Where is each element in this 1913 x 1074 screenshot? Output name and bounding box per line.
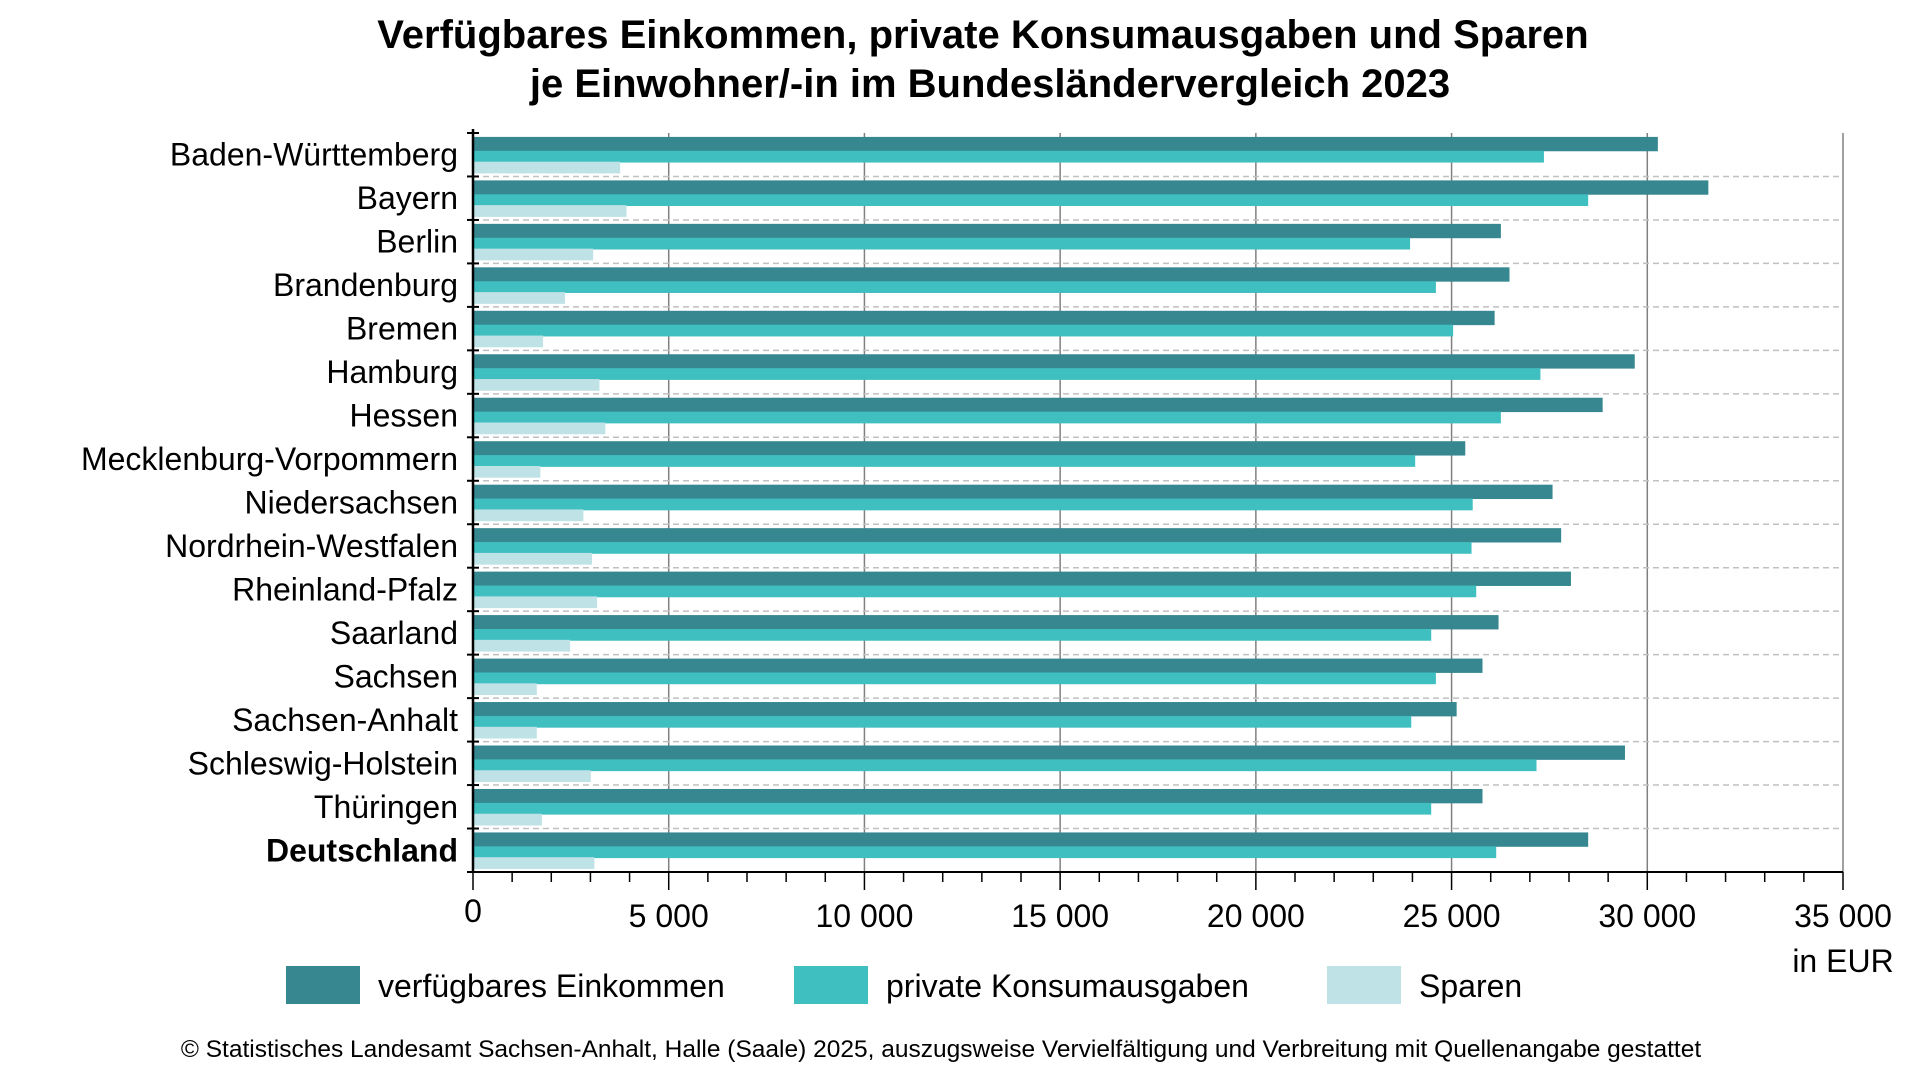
category-label: Hamburg	[326, 354, 458, 390]
bar-private-konsumausgaben	[473, 802, 1432, 815]
bar-sparen	[473, 726, 537, 739]
category-label: Bayern	[357, 180, 458, 216]
bar-private-konsumausgaben	[473, 759, 1537, 772]
bar-sparen	[473, 161, 621, 174]
bar-sparen	[473, 857, 595, 869]
bar-private-konsumausgaben	[473, 368, 1541, 380]
bar-private-konsumausgaben	[473, 672, 1436, 685]
bar-verfügbares-einkommen	[473, 788, 1483, 804]
bar-sparen	[473, 683, 537, 696]
category-label: Rheinland-Pfalz	[232, 571, 458, 607]
x-tick-label: 30 000	[1598, 898, 1696, 934]
bar-sparen	[473, 813, 542, 826]
bar-verfügbares-einkommen	[473, 136, 1658, 152]
bar-verfügbares-einkommen	[473, 223, 1501, 239]
bar-sparen	[473, 248, 594, 261]
copyright-footer: © Statistisches Landesamt Sachsen-Anhalt…	[181, 1036, 1701, 1063]
bar-sparen	[473, 552, 592, 565]
category-label: Sachsen	[333, 658, 458, 694]
bar-sparen	[473, 465, 541, 478]
bar-sparen	[473, 335, 544, 348]
bar-sparen	[473, 770, 591, 783]
bar-verfügbares-einkommen	[473, 658, 1483, 673]
bar-verfügbares-einkommen	[473, 745, 1625, 760]
bar-verfügbares-einkommen	[473, 267, 1510, 282]
bar-sparen	[473, 509, 584, 522]
bar-sparen	[473, 639, 571, 652]
legend-label: Sparen	[1419, 968, 1522, 1004]
category-label: Brandenburg	[273, 267, 458, 303]
x-tick-label: 10 000	[815, 898, 913, 934]
bar-private-konsumausgaben	[473, 628, 1432, 641]
bar-private-konsumausgaben	[473, 715, 1412, 728]
bar-private-konsumausgaben	[473, 194, 1589, 207]
category-label: Deutschland	[266, 832, 458, 868]
chart-subtitle: je Einwohner/-in im Bundesländervergleic…	[529, 62, 1450, 106]
bar-verfügbares-einkommen	[473, 484, 1553, 500]
bar-private-konsumausgaben	[473, 324, 1454, 337]
chart-title: Verfügbares Einkommen, private Konsumaus…	[377, 13, 1588, 57]
bar-verfügbares-einkommen	[473, 832, 1589, 847]
x-tick-label: 25 000	[1403, 898, 1501, 934]
bar-sparen	[473, 292, 565, 304]
bar-sparen	[473, 596, 598, 609]
bar-verfügbares-einkommen	[473, 571, 1571, 586]
bar-private-konsumausgaben	[473, 455, 1416, 467]
category-label: Schleswig-Holstein	[188, 745, 458, 781]
category-label: Bremen	[346, 311, 458, 347]
category-label: Saarland	[330, 615, 458, 651]
bar-verfügbares-einkommen	[473, 528, 1562, 543]
bar-verfügbares-einkommen	[473, 180, 1709, 195]
x-axis-unit-label: in EUR	[1792, 943, 1893, 979]
category-label: Baden-Württemberg	[170, 137, 458, 173]
bar-sparen	[473, 422, 606, 435]
bar-verfügbares-einkommen	[473, 354, 1635, 369]
legend: verfügbares Einkommen private Konsumausga…	[286, 966, 1522, 1004]
x-tick-label: 20 000	[1207, 898, 1305, 934]
bar-verfügbares-einkommen	[473, 615, 1499, 630]
bar-private-konsumausgaben	[473, 150, 1544, 163]
plot-area: Baden-Württemberg Bayern Berlin Brandenburg…	[81, 129, 1894, 979]
category-label: Sachsen-Anhalt	[232, 702, 458, 738]
bar-verfügbares-einkommen	[473, 310, 1495, 326]
category-label: Thüringen	[314, 789, 458, 825]
category-label: Mecklenburg-Vorpommern	[81, 441, 458, 477]
bar-private-konsumausgaben	[473, 237, 1411, 250]
bar-private-konsumausgaben	[473, 411, 1501, 424]
bar-sparen	[473, 379, 600, 391]
category-label: Berlin	[376, 224, 458, 260]
x-tick-label: 15 000	[1011, 898, 1109, 934]
legend-swatch	[286, 966, 360, 1004]
bar-private-konsumausgaben	[473, 585, 1477, 598]
bar-verfügbares-einkommen	[473, 441, 1466, 456]
bar-private-konsumausgaben	[473, 542, 1472, 554]
bar-verfügbares-einkommen	[473, 397, 1603, 413]
bar-private-konsumausgaben	[473, 498, 1473, 511]
legend-swatch	[794, 966, 868, 1004]
bar-sparen	[473, 205, 627, 217]
legend-swatch	[1327, 966, 1401, 1004]
x-tick-label: 35 000	[1794, 898, 1892, 934]
category-label: Niedersachsen	[245, 485, 458, 521]
bar-private-konsumausgaben	[473, 846, 1497, 859]
bar-private-konsumausgaben	[473, 281, 1436, 293]
bar-verfügbares-einkommen	[473, 702, 1457, 717]
x-tick-label: 5 000	[629, 898, 709, 934]
category-label: Nordrhein-Westfalen	[165, 528, 458, 564]
legend-label: private Konsumausgaben	[886, 968, 1249, 1004]
legend-label: verfügbares Einkommen	[378, 968, 725, 1004]
x-tick-label: 0	[464, 893, 482, 929]
category-label: Hessen	[350, 398, 459, 434]
